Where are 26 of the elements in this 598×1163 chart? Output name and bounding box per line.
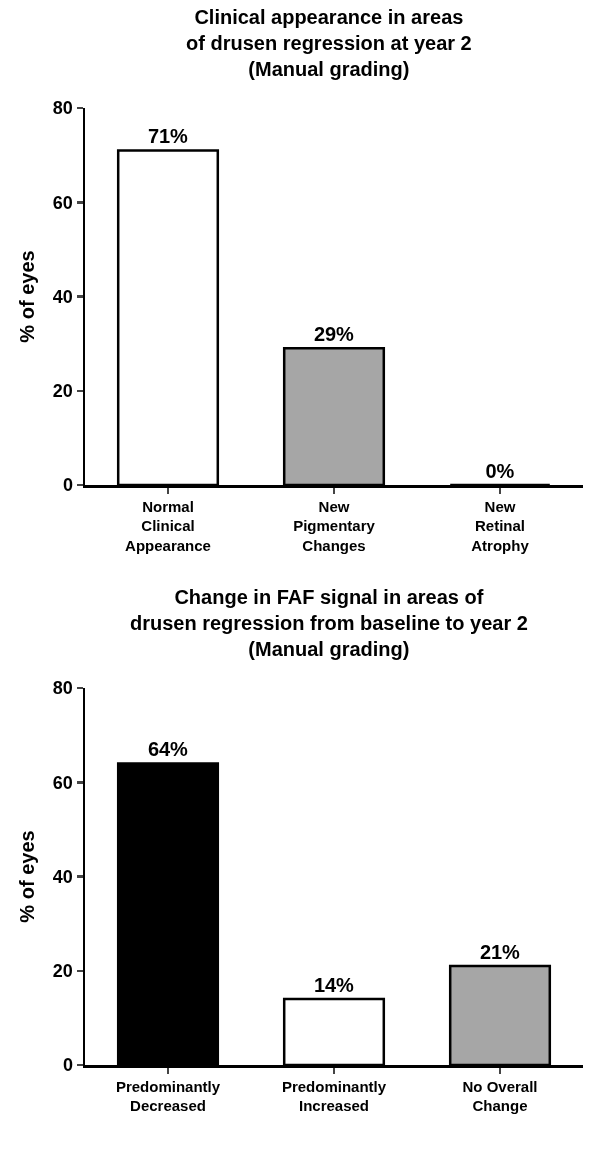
y-tick-label: 60 (52, 192, 73, 213)
y-tick-label: 60 (52, 772, 73, 793)
y-axis-title: % of eyes (15, 250, 38, 343)
chart-title: Change in FAF signal in areas of drusen regression from baseline to year 2 (Manual grading) (129, 586, 528, 660)
x-tick-label: New Retinal Atrophy (471, 497, 530, 554)
x-tick-label: Normal Clinical Appearance (125, 497, 211, 554)
data-label: 0% (485, 460, 515, 482)
chart-title: Clinical appearance in areas of drusen regression at year 2 (Manual grading) (186, 6, 472, 80)
data-label: 71% (147, 125, 189, 148)
y-tick-label: 0 (62, 1055, 73, 1076)
y-tick-label: 80 (52, 98, 73, 119)
y-axis-title: % of eyes (15, 830, 38, 923)
x-tick-label: Predominantly Decreased (115, 1077, 221, 1114)
y-tick-label: 80 (52, 678, 73, 699)
y-tick-label: 20 (52, 381, 73, 402)
x-tick-label: No Overall Change (462, 1077, 538, 1114)
x-tick-label: New Pigmentary Changes (293, 497, 376, 554)
data-label: 14% (313, 974, 355, 997)
y-tick-label: 0 (62, 475, 73, 496)
y-tick-label: 40 (52, 286, 73, 307)
y-tick-label: 40 (52, 866, 73, 887)
data-label: 21% (479, 941, 521, 964)
y-tick-label: 20 (52, 961, 73, 982)
data-label: 64% (147, 738, 189, 761)
x-tick-label: Predominantly Increased (281, 1077, 387, 1114)
data-label: 29% (313, 323, 355, 346)
